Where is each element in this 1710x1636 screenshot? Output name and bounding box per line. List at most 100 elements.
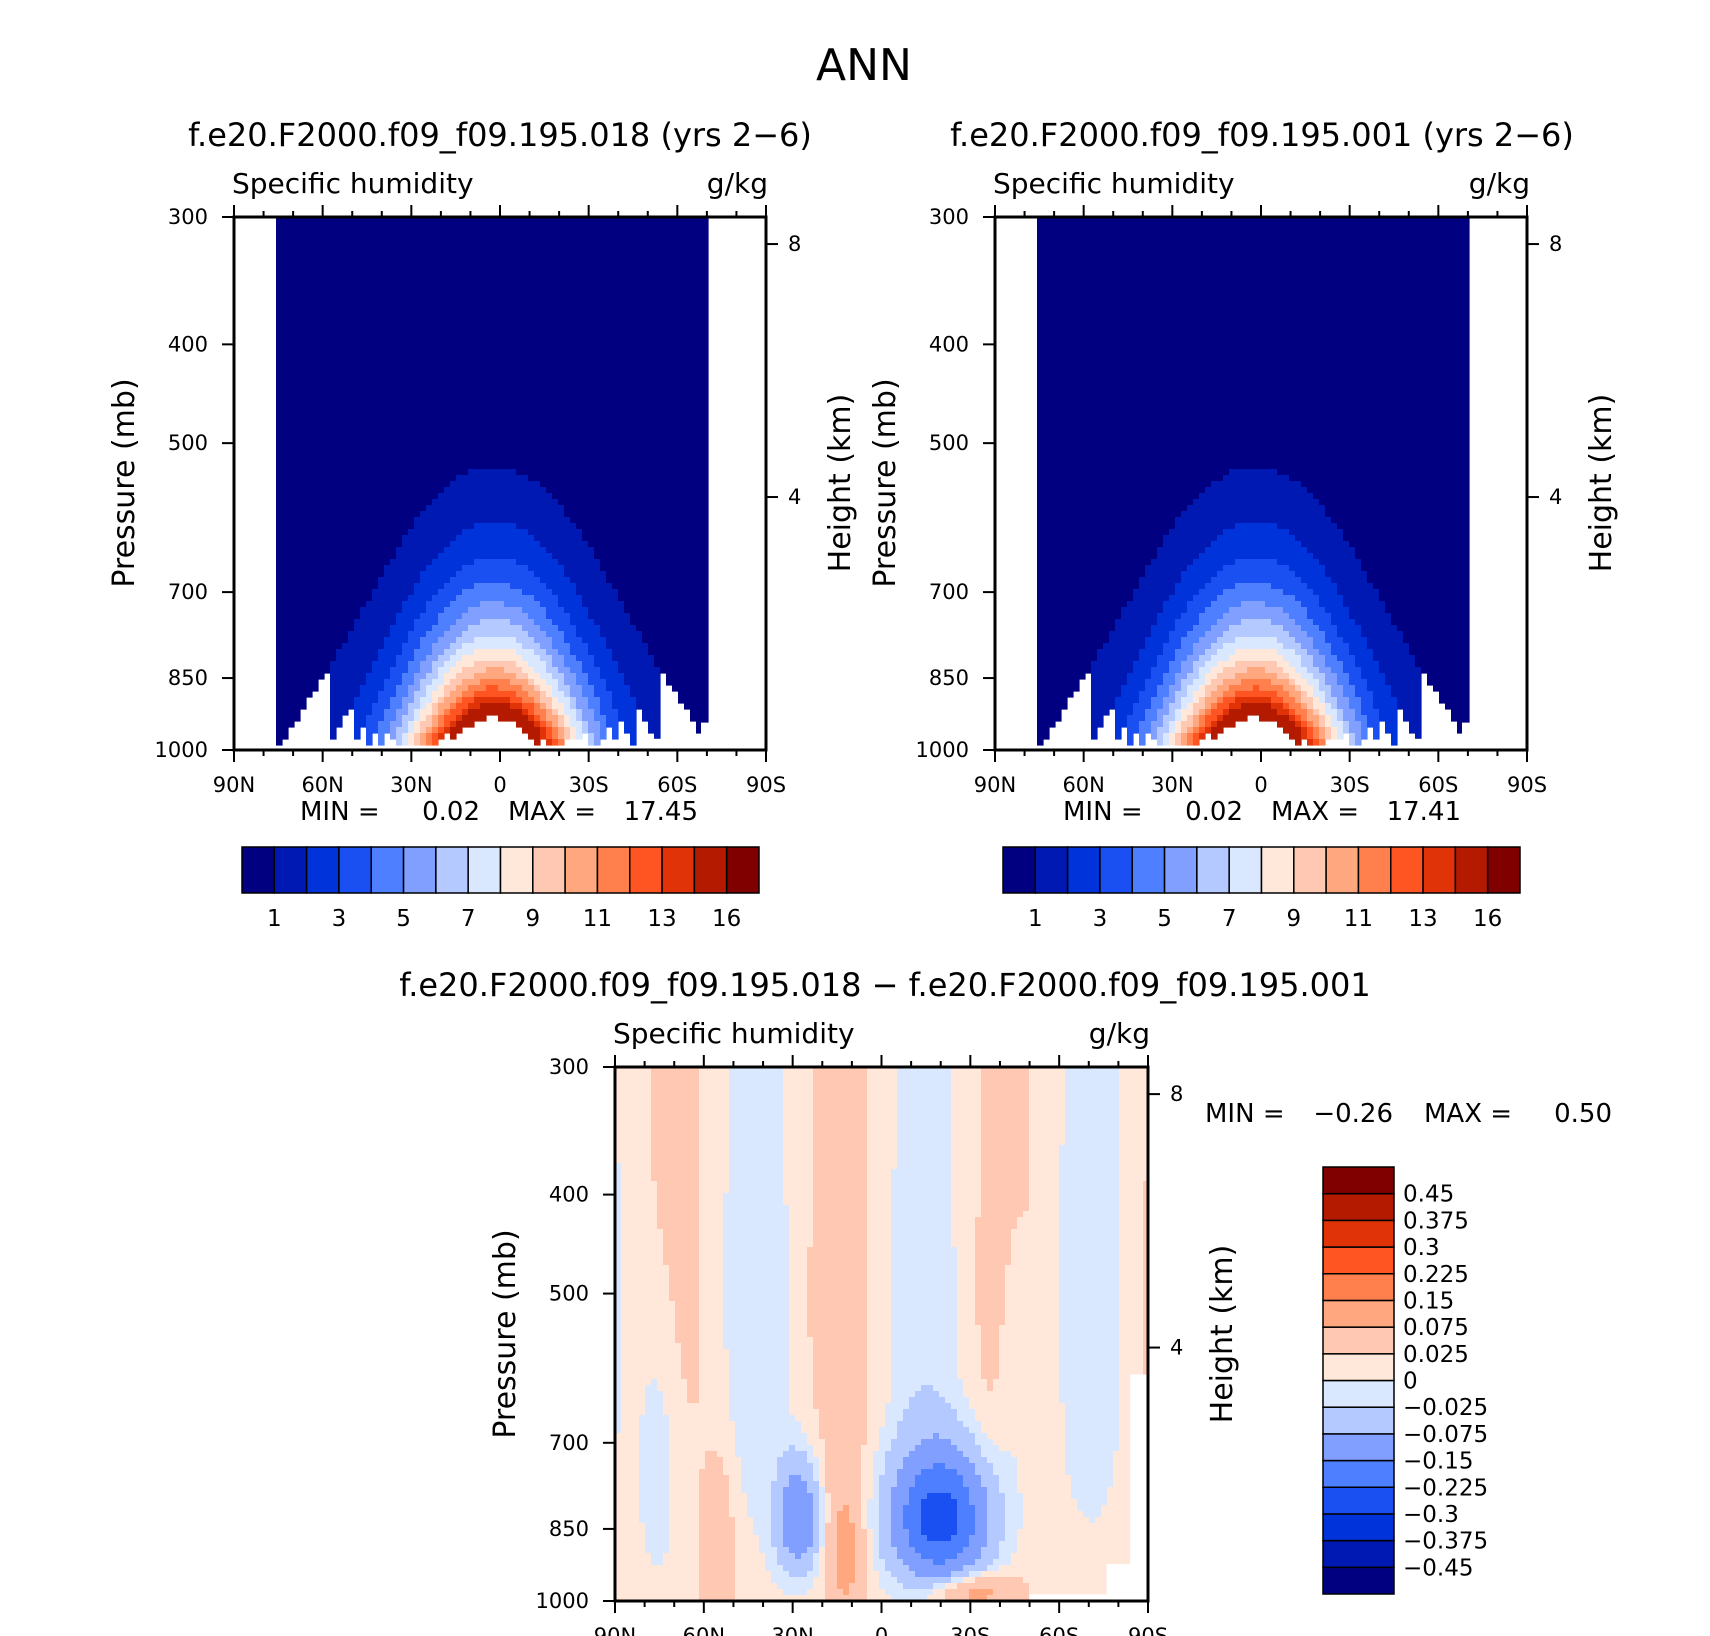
panel-2-field [1037, 217, 1527, 750]
y-tick-label: 700 [549, 1431, 589, 1455]
colorbar-swatch [370, 846, 405, 894]
panel-1-max-label: MAX = [508, 797, 596, 827]
panel-1-field [276, 217, 766, 750]
panel-1-min-label: MIN = [300, 797, 380, 827]
colorbar-label: 5 [1157, 906, 1172, 932]
panel-3-max-value: 0.50 [1554, 1099, 1612, 1129]
panel-1-units: g/kg [707, 167, 768, 200]
x-tick-label: 30S [569, 773, 609, 797]
colorbar-swatch [1422, 846, 1457, 894]
colorbar-swatch [1163, 846, 1198, 894]
colorbar-swatch [1228, 846, 1263, 894]
y-tick-label: 400 [168, 332, 208, 356]
colorbar-label: −0.075 [1403, 1422, 1488, 1448]
y-right-tick-label: 4 [1170, 1336, 1183, 1360]
topography-mask [647, 738, 701, 750]
panel-3-colorbar: 0.450.3750.30.2250.150.0750.0250−0.025−0… [1322, 1166, 1488, 1595]
panel-3-min-label: MIN = [1205, 1099, 1285, 1129]
panel-2-axes: 90N 60N 30N 0 30S 60S 90S 300 400 500 700 850 1000 8 4 [916, 205, 1562, 797]
colorbar-label: 0.3 [1403, 1235, 1440, 1261]
y-tick-label: 1000 [536, 1589, 589, 1613]
panel-1-min-value: 0.02 [422, 797, 480, 827]
panel-2-ylabel-right: Height (km) [1584, 394, 1619, 573]
colorbar-swatch [305, 846, 340, 894]
x-tick-label: 30N [1151, 773, 1193, 797]
x-tick-label: 90N [974, 773, 1016, 797]
panel-2-min-label: MIN = [1063, 797, 1143, 827]
panel-3-min-value: −0.26 [1313, 1099, 1393, 1129]
colorbar-label: −0.025 [1403, 1395, 1488, 1421]
colorbar-swatch [629, 846, 663, 894]
y-tick-label: 300 [549, 1055, 589, 1079]
topography-mask [742, 559, 766, 750]
y-right-tick-label: 8 [1549, 232, 1562, 256]
colorbar-swatch [1322, 1353, 1395, 1382]
colorbar-swatch [1322, 1219, 1395, 1248]
panel-1-title: f.e20.F2000.f09_f09.195.018 (yrs 2−6) [188, 116, 812, 154]
colorbar-swatch [1066, 846, 1101, 894]
x-tick-label: 60N [1062, 773, 1104, 797]
colorbar-swatch [1486, 846, 1521, 894]
colorbar-label: −0.45 [1403, 1555, 1473, 1581]
panel-3-max-label: MAX = [1424, 1099, 1512, 1129]
colorbar-label: −0.15 [1403, 1449, 1473, 1475]
panel-3-title: f.e20.F2000.f09_f09.195.018 − f.e20.F200… [399, 966, 1371, 1004]
colorbar-label: 0.025 [1403, 1342, 1469, 1368]
colorbar-swatch [338, 846, 372, 894]
panel-2-units: g/kg [1469, 167, 1530, 200]
colorbar-label: −0.3 [1403, 1502, 1459, 1528]
panel-3-field [615, 1067, 1148, 1601]
y-tick-label: 400 [549, 1183, 589, 1207]
panel-2-ylabel: Pressure (mb) [868, 378, 903, 587]
panel-3-ylabel: Pressure (mb) [488, 1229, 523, 1438]
colorbar-label: 7 [461, 906, 476, 932]
y-tick-label: 1000 [155, 738, 208, 762]
colorbar-swatch [241, 846, 276, 894]
colorbar-swatch [1322, 1166, 1395, 1195]
colorbar-swatch [1322, 1539, 1395, 1569]
colorbar-label: 3 [332, 906, 347, 932]
panel-1: f.e20.F2000.f09_f09.195.018 (yrs 2−6) Sp… [107, 116, 858, 932]
y-tick-label: 500 [168, 431, 208, 455]
panel-2-colorbar: 1 3 5 7 9 11 13 16 [1002, 846, 1521, 932]
topography-mask [1029, 1594, 1148, 1601]
colorbar-swatch [467, 846, 502, 894]
colorbar-swatch [1002, 846, 1037, 894]
colorbar-swatch [1131, 846, 1166, 894]
panel-2-max-label: MAX = [1271, 797, 1359, 827]
colorbar-label: 13 [647, 906, 676, 932]
y-tick-label: 850 [549, 1517, 589, 1541]
colorbar-swatch [1322, 1486, 1395, 1515]
colorbar-label: 16 [712, 906, 741, 932]
colorbar-label: 9 [525, 906, 540, 932]
panel-2-plot-area [1037, 217, 1527, 750]
panel-1-axes: 90N 60N 30N 0 30S 60S 90S 300 400 500 700 850 1000 8 4 [155, 205, 801, 797]
colorbar-swatch [1196, 846, 1230, 894]
x-tick-label: 0 [493, 773, 506, 797]
colorbar-label: −0.375 [1403, 1529, 1488, 1555]
y-right-tick-label: 4 [1549, 485, 1562, 509]
y-tick-label: 500 [929, 431, 969, 455]
panel-1-colorbar: 1 3 5 7 9 11 13 16 [241, 846, 760, 932]
topography-mask [1130, 1374, 1148, 1601]
panel-1-ylabel-right: Height (km) [823, 394, 858, 573]
x-tick-label: 60N [683, 1624, 725, 1636]
colorbar-swatch [1322, 1299, 1395, 1328]
colorbar-label: 0.225 [1403, 1262, 1469, 1288]
panel-1-plot-area [276, 217, 766, 750]
colorbar-swatch [1322, 1459, 1395, 1488]
colorbar-label: 7 [1222, 906, 1237, 932]
x-tick-label: 60N [301, 773, 343, 797]
panel-2-min-value: 0.02 [1185, 797, 1243, 827]
colorbar-swatch [1260, 846, 1295, 894]
x-tick-label: 90S [1507, 773, 1547, 797]
colorbar-label: 13 [1408, 906, 1437, 932]
colorbar-label: 0.375 [1403, 1208, 1469, 1234]
page-title: ANN [816, 40, 912, 91]
x-tick-label: 60S [1039, 1624, 1079, 1636]
y-tick-label: 850 [168, 666, 208, 690]
colorbar-swatch [1099, 846, 1133, 894]
colorbar-swatch [693, 846, 728, 894]
topography-mask [1503, 559, 1527, 750]
x-tick-label: 30S [1330, 773, 1370, 797]
